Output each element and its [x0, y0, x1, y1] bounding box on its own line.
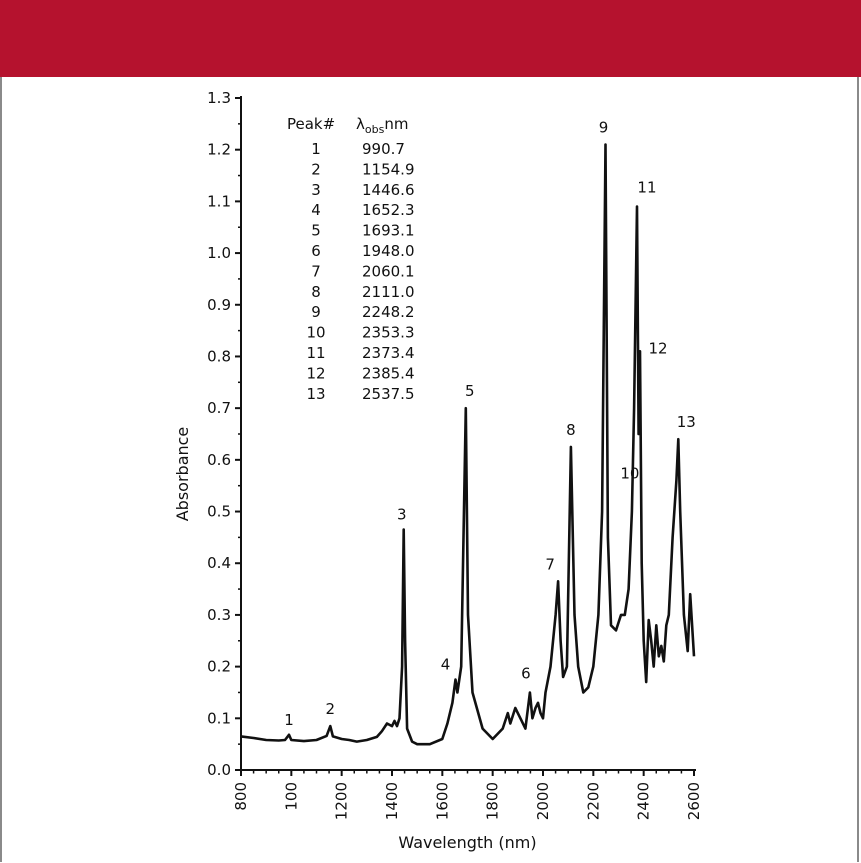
peak-label-8: 8 [566, 421, 576, 439]
peak-table-wavelength: 2353.3 [362, 324, 415, 342]
peak-table-wavelength: 2248.2 [362, 303, 415, 321]
y-tick-label: 0.1 [207, 709, 231, 727]
peak-table: Peak# λobsnm 1 990.7 2 1154.9 3 1446.6 4 1652.3… [287, 115, 415, 403]
peak-table-wavelength: 2111.0 [362, 283, 415, 301]
peak-label-12: 12 [648, 339, 667, 357]
lambda-symbol: λ [356, 115, 365, 133]
peak-table-wavelength: 1693.1 [362, 222, 415, 240]
y-tick-label: 0.7 [207, 399, 231, 417]
peak-table-peak-number: 4 [311, 201, 321, 219]
peak-table-wavelength: 1154.9 [362, 160, 415, 178]
y-tick-label: 1.1 [207, 192, 231, 210]
x-tick-label: 2400 [635, 782, 653, 820]
peak-table-peak-number: 11 [306, 344, 325, 362]
peak-label-13: 13 [677, 413, 696, 431]
peak-label-7: 7 [545, 555, 555, 573]
x-tick-label: 2000 [534, 782, 552, 820]
peak-table-peak-number: 5 [311, 222, 321, 240]
lambda-subscript: obs [365, 123, 385, 136]
header-bar [0, 0, 861, 77]
peak-label-11: 11 [637, 179, 656, 197]
peak-table-peak-number: 13 [306, 385, 325, 403]
peak-table-peak-number: 9 [311, 303, 321, 321]
x-tick-label: 1600 [433, 782, 451, 820]
peak-table-wavelength: 990.7 [362, 140, 405, 158]
x-tick-label: 1800 [484, 782, 502, 820]
peak-label-1: 1 [284, 711, 294, 729]
peak-table-wavelength: 2060.1 [362, 262, 415, 280]
y-tick-label: 1.2 [207, 141, 231, 159]
peak-label-9: 9 [599, 119, 609, 137]
y-tick-label: 0.9 [207, 296, 231, 314]
spectrum-line [240, 143, 696, 746]
peak-table-wavelength: 2537.5 [362, 385, 415, 403]
y-tick-label: 1.0 [207, 244, 231, 262]
y-tick-label: 0.0 [207, 761, 231, 779]
y-tick-label: 1.3 [207, 89, 231, 107]
peak-table-peak-number: 8 [311, 283, 321, 301]
chart-ticks: 0.0 0.1 0.2 0.3 0.4 0.5 0.6 0.7 0.8 0.9 1.0 1.1 1.2 1… [207, 89, 703, 820]
y-tick-label: 0.3 [207, 606, 231, 624]
x-tick-label: 1400 [383, 782, 401, 820]
x-tick-label: 2600 [685, 782, 703, 820]
figure-frame [0, 77, 859, 862]
peak-label-3: 3 [397, 506, 407, 524]
x-tick-label: 1200 [333, 782, 351, 820]
chart-axes [240, 96, 696, 771]
peak-table-peak-number: 7 [311, 262, 321, 280]
peak-table-peak-number: 6 [311, 242, 321, 260]
y-tick-label: 0.5 [207, 503, 231, 521]
y-tick-label: 0.2 [207, 658, 231, 676]
peak-label-6: 6 [521, 664, 531, 682]
peak-table-wavelength: 2373.4 [362, 344, 415, 362]
peak-table-wavelength: 1446.6 [362, 181, 415, 199]
peak-table-header-peak: Peak# [287, 115, 335, 133]
peak-table-peak-number: 12 [306, 364, 325, 382]
y-tick-label: 0.8 [207, 347, 231, 365]
peak-table-header-lambda: λobsnm [356, 115, 408, 136]
peak-table-peak-number: 10 [306, 324, 325, 342]
peak-table-wavelength: 1948.0 [362, 242, 415, 260]
peak-table-peak-number: 2 [311, 160, 321, 178]
peak-label-5: 5 [465, 382, 475, 400]
peak-label-10: 10 [620, 465, 639, 483]
lambda-unit: nm [384, 115, 408, 133]
peak-table-wavelength: 2385.4 [362, 364, 415, 382]
peak-label-2: 2 [326, 700, 336, 718]
x-tick-label: 2200 [584, 782, 602, 820]
x-tick-label: 800 [232, 782, 250, 811]
peak-label-4: 4 [441, 656, 451, 674]
peak-table-peak-number: 1 [311, 140, 321, 158]
y-tick-label: 0.4 [207, 554, 231, 572]
peak-table-wavelength: 1652.3 [362, 201, 415, 219]
peak-table-peak-number: 3 [311, 181, 321, 199]
peak-table-rows: 1 990.7 2 1154.9 3 1446.6 4 1652.3 5 1693.1 6 1948.… [306, 140, 414, 403]
y-axis-title: Absorbance [173, 427, 192, 522]
y-tick-label: 0.6 [207, 451, 231, 469]
x-axis-title: Wavelength (nm) [398, 833, 536, 852]
x-tick-label: 100 [282, 782, 300, 811]
